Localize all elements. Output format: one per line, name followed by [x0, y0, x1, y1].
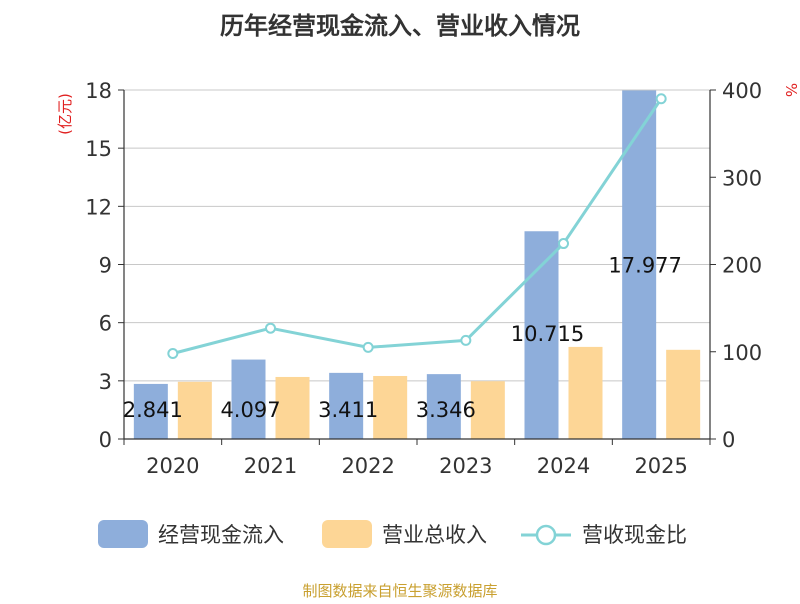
y-right-axis-label: % [782, 83, 800, 97]
bar-revenue-2021[interactable] [275, 376, 310, 439]
data-label-cash-inflow-2023: 3.346 [416, 398, 476, 422]
bar-revenue-2023[interactable] [470, 381, 505, 439]
point-ratio-2024[interactable] [558, 238, 569, 250]
data-label-cash-inflow-2024: 10.715 [511, 322, 584, 346]
y-left-tick-label: 6 [99, 312, 112, 336]
line-layer [167, 93, 667, 359]
x-tick-label-2020: 2020 [146, 454, 199, 478]
bar-revenue-2025[interactable] [666, 349, 701, 439]
y-left-tick-label: 18 [85, 79, 112, 103]
y-right-tick-label: 400 [722, 79, 762, 103]
legend-marker-ratio[interactable] [535, 524, 557, 546]
y-right-tick-label: 200 [722, 254, 762, 278]
grid-layer [124, 89, 710, 382]
bar-cash-inflow-2022[interactable] [329, 372, 364, 439]
y-left-tick-label: 9 [99, 254, 112, 278]
point-ratio-2023[interactable] [460, 334, 472, 346]
y-left-axis-label: (亿元) [56, 93, 74, 135]
data-label-cash-inflow-2021: 4.097 [220, 398, 280, 422]
bar-cash-inflow-2021[interactable] [231, 359, 266, 439]
bar-layer [133, 90, 701, 439]
y-right-tick-label: 100 [722, 341, 762, 365]
y-right-tick-label: 0 [722, 428, 735, 452]
point-ratio-2025[interactable] [655, 93, 667, 105]
x-tick-label-2022: 2022 [341, 454, 394, 478]
bar-cash-inflow-2020[interactable] [133, 383, 168, 439]
y-right-tick-label: 300 [722, 166, 762, 190]
x-tick-label-2023: 2023 [439, 454, 492, 478]
point-ratio-2022[interactable] [362, 341, 374, 353]
legend: 经营现金流入 营业总收入 营收现金比 [98, 520, 687, 548]
legend-label-revenue[interactable]: 营业总收入 [382, 523, 487, 547]
x-tick-label-2021: 2021 [244, 454, 297, 478]
y-left-tick-label: 0 [99, 428, 112, 452]
y-left-tick-label: 3 [99, 370, 112, 394]
bar-cash-inflow-2023[interactable] [426, 374, 461, 439]
bar-revenue-2024[interactable] [568, 346, 603, 439]
point-ratio-2021[interactable] [265, 322, 276, 334]
x-tick-label-2025: 2025 [634, 454, 687, 478]
bar-revenue-2020[interactable] [177, 381, 212, 439]
data-label-cash-inflow-2022: 3.411 [318, 398, 378, 422]
data-label-cash-inflow-2020: 2.841 [123, 398, 183, 422]
axis-layer: 0 3 6 9 12 15 18 0 100 200 300 400 2020 2021 2022 2023 2… [85, 79, 762, 478]
chart-title: 历年经营现金流入、营业收入情况 [220, 12, 580, 40]
y-left-tick-label: 12 [85, 195, 112, 219]
line-revenue-cash-ratio [172, 97, 663, 355]
data-label-cash-inflow-2025: 17.977 [608, 253, 681, 277]
legend-label-cash-inflow[interactable]: 经营现金流入 [158, 523, 284, 547]
point-ratio-2020[interactable] [167, 347, 179, 359]
legend-swatch-cash-inflow[interactable] [98, 520, 148, 548]
y-left-tick-label: 15 [85, 137, 112, 161]
x-tick-label-2024: 2024 [537, 454, 590, 478]
legend-label-ratio[interactable]: 营收现金比 [582, 523, 687, 547]
data-label-layer: 2.841 4.097 3.411 3.346 10.715 17.977 [123, 253, 682, 422]
source-note: 制图数据来自恒生聚源数据库 [302, 582, 497, 600]
legend-swatch-revenue[interactable] [322, 520, 372, 548]
bar-revenue-2022[interactable] [373, 375, 408, 439]
